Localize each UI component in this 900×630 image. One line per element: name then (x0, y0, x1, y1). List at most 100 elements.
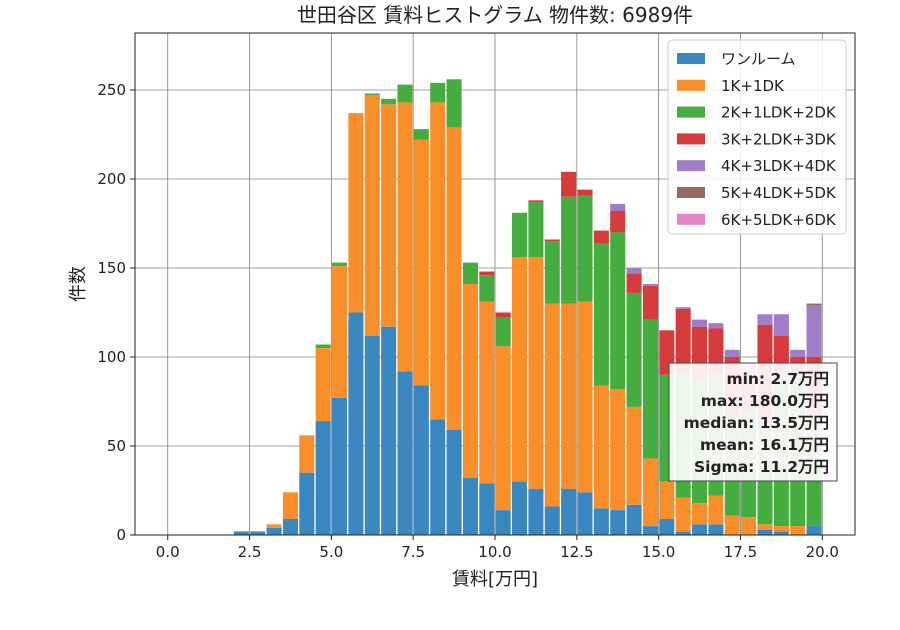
x-tick-label: 12.5 (560, 543, 593, 561)
bar-segment (724, 515, 740, 535)
bar-segment (430, 419, 446, 535)
bar-segment (381, 98, 397, 105)
bar-segment (364, 95, 380, 336)
bar-segment (413, 129, 429, 140)
bar-segment (397, 102, 413, 372)
bar-segment (479, 271, 495, 276)
bar-segment (708, 524, 724, 535)
bar-segment (610, 232, 626, 390)
legend-label: ワンルーム (721, 50, 796, 68)
bar-segment (528, 202, 544, 258)
bar-segment (741, 517, 757, 535)
y-tick-label: 50 (107, 437, 126, 455)
bar-segment (397, 371, 413, 535)
stats-line: mean: 16.1万円 (700, 436, 829, 454)
legend-swatch (677, 160, 705, 172)
legend-label: 5K+4LDK+5DK (721, 184, 837, 202)
x-tick-label: 2.5 (238, 543, 262, 561)
bar-segment (626, 504, 642, 535)
legend-label: 2K+1LDK+2DK (721, 104, 837, 122)
bar-segment (806, 305, 822, 357)
bar-segment (561, 488, 577, 535)
bar-segment (512, 481, 528, 535)
legend: ワンルーム 1K+1DK 2K+1LDK+2DK 3K+2LDK+3DK 4K+3LDK… (667, 39, 847, 235)
bar-segment (233, 531, 249, 535)
bar-segment (610, 211, 626, 233)
x-axis-ticks: 0.0 2.5 5.0 7.5 10.0 12.5 15.0 17.5 20.0 (156, 535, 839, 561)
bar-segment (462, 284, 478, 479)
y-axis-label: 件数 (68, 266, 89, 302)
legend-swatch (677, 133, 705, 145)
legend-label: 6K+5LDK+6DK (721, 211, 837, 229)
bar-segment (790, 526, 806, 535)
x-tick-label: 15.0 (642, 543, 675, 561)
bar-segment (577, 189, 593, 195)
stats-annotation-box: min: 2.7万円 max: 180.0万円 median: 13.5万円 mean… (668, 362, 838, 482)
bar-segment (315, 344, 331, 349)
bar-segment (250, 531, 266, 535)
chart-title: 世田谷区 賃料ヒストグラム 物件数: 6989件 (297, 3, 693, 27)
bar-segment (610, 389, 626, 511)
bar-segment (626, 273, 642, 293)
stats-box-frame (668, 362, 838, 482)
bar-segment (430, 82, 446, 103)
bar-segment (692, 502, 708, 525)
bar-segment (479, 483, 495, 535)
bar-segment (626, 267, 642, 274)
bar-segment (282, 518, 298, 535)
bar-segment (561, 303, 577, 489)
legend-swatch (677, 79, 705, 91)
bar-segment (446, 79, 462, 128)
bar-segment (561, 196, 577, 304)
bar-segment (266, 524, 282, 528)
bar-segment (806, 303, 822, 306)
bar-segment (593, 230, 609, 244)
x-tick-label: 7.5 (401, 543, 425, 561)
bar-segment (692, 319, 708, 327)
x-tick-label: 5.0 (319, 543, 343, 561)
bar-segment (790, 349, 806, 357)
bar-segment (773, 526, 789, 532)
bar-segment (462, 262, 478, 284)
y-tick-label: 200 (97, 170, 126, 188)
y-tick-label: 150 (97, 259, 126, 277)
bar-segment (544, 239, 560, 242)
bars-group (233, 79, 822, 535)
bar-segment (708, 495, 724, 525)
bar-segment (348, 312, 364, 535)
bar-segment (528, 488, 544, 535)
bar-segment (692, 524, 708, 535)
bar-segment (332, 262, 348, 267)
bar-segment (675, 497, 691, 532)
bar-segment (561, 171, 577, 197)
bar-segment (544, 506, 560, 535)
bar-segment (642, 458, 658, 527)
bar-segment (413, 139, 429, 386)
bar-segment (642, 319, 658, 459)
bar-segment (773, 314, 789, 336)
legend-swatch (677, 106, 705, 118)
bar-segment (299, 435, 315, 473)
bar-segment (675, 308, 691, 374)
bar-segment (593, 385, 609, 509)
bar-segment (757, 529, 773, 535)
bar-segment (642, 285, 658, 320)
legend-label: 1K+1DK (721, 77, 785, 95)
bar-segment (528, 257, 544, 489)
bar-segment (757, 524, 773, 530)
bar-segment (348, 113, 364, 313)
stats-line: median: 13.5万円 (684, 414, 829, 432)
bar-segment (593, 243, 609, 386)
bar-segment (364, 335, 380, 535)
legend-label: 3K+2LDK+3DK (721, 130, 837, 148)
bar-segment (364, 93, 380, 96)
bar-segment (675, 307, 691, 309)
bar-segment (528, 200, 544, 203)
bar-segment (413, 385, 429, 535)
y-tick-label: 100 (97, 348, 126, 366)
bar-segment (610, 203, 626, 212)
bar-segment (708, 323, 724, 329)
bar-segment (446, 127, 462, 430)
bar-segment (577, 492, 593, 535)
